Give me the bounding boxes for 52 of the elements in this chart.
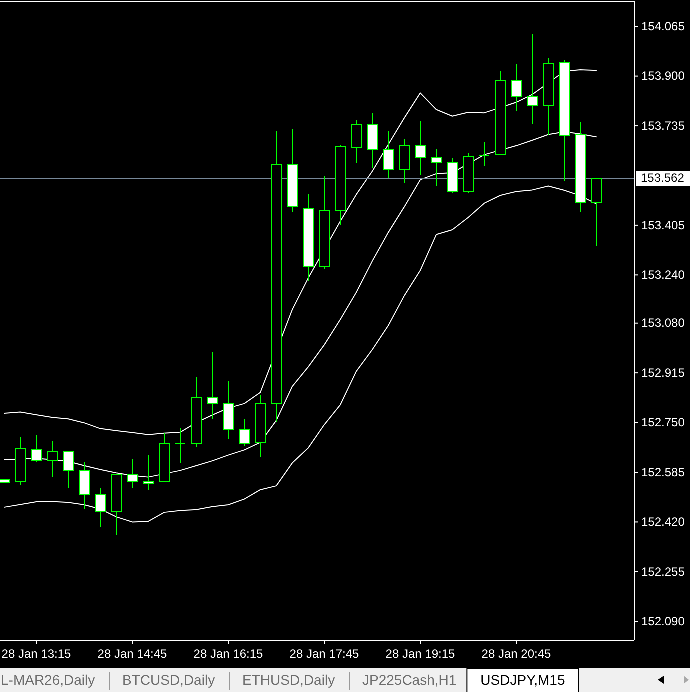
- ref-line-label: 153.562: [641, 170, 685, 185]
- candlestick: [207, 352, 218, 420]
- candlestick: [0, 479, 10, 483]
- candlestick: [415, 121, 426, 176]
- x-tick-label: 28 Jan 19:15: [386, 647, 456, 662]
- y-tick-label: 153.080: [642, 316, 686, 330]
- x-tick-label: 28 Jan 14:45: [98, 647, 168, 662]
- y-tick-label: 153.900: [642, 69, 686, 84]
- candlestick: [255, 395, 266, 458]
- text: JP225Cash,H1: [362, 672, 457, 688]
- y-tick-label: 152.255: [642, 564, 686, 579]
- y-tick-label: 152.585: [642, 465, 686, 480]
- x-tick-label: 28 Jan 17:45: [290, 647, 360, 662]
- y-tick-label: 153.405: [642, 218, 686, 232]
- candlestick: [287, 129, 298, 213]
- y-tick-label: 154.065: [642, 19, 686, 34]
- candlestick: [31, 435, 42, 463]
- candlestick: [479, 142, 490, 167]
- candlestick: [463, 153, 474, 194]
- y-tick-label: 153.240: [642, 268, 686, 282]
- candlestick: [431, 149, 442, 187]
- candlestick: [319, 176, 330, 270]
- candlestick: [15, 437, 26, 486]
- candlestick: [399, 139, 410, 184]
- y-tick-label: 153.735: [642, 118, 686, 133]
- text: L-MAR26,Daily: [1, 672, 96, 688]
- candlestick: [591, 178, 602, 247]
- text: BTCUSD,Daily: [122, 672, 216, 688]
- candlestick: [495, 71, 506, 155]
- candlestick: [239, 419, 250, 447]
- y-tick-label: 152.420: [642, 515, 686, 530]
- x-tick-label: 28 Jan 13:15: [2, 647, 72, 662]
- candlestick: [543, 58, 554, 136]
- x-tick-label: 28 Jan 20:45: [482, 647, 552, 662]
- candlestick: [111, 474, 122, 536]
- candlestick: [367, 113, 378, 169]
- candlestick: [47, 441, 58, 478]
- text: ETHUSD,Daily: [242, 672, 336, 688]
- candlestick: [351, 120, 362, 164]
- candlestick: [191, 377, 202, 448]
- candlestick: [335, 145, 346, 226]
- y-tick-label: 152.750: [642, 416, 686, 430]
- candlestick: [159, 433, 170, 483]
- candlestick: [271, 131, 282, 423]
- y-tick-label: 152.090: [642, 614, 686, 628]
- candlestick: [303, 194, 314, 282]
- candlestick: [175, 428, 186, 464]
- candlestick: [447, 158, 458, 194]
- text: USDJPY,M15: [480, 672, 566, 688]
- x-tick-label: 28 Jan 16:15: [194, 647, 264, 662]
- candlestick: [383, 131, 394, 179]
- y-tick-label: 152.915: [642, 366, 686, 380]
